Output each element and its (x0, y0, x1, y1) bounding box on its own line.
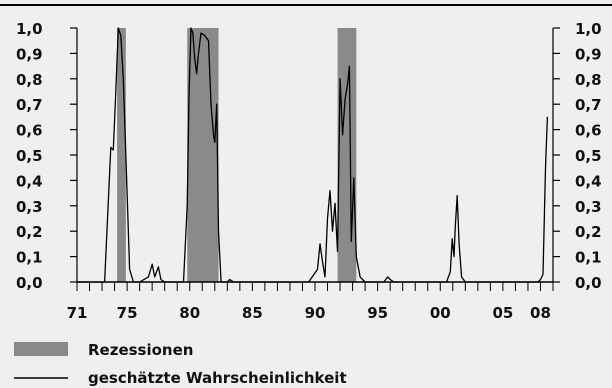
y-tick-label-right: 0,5 (575, 147, 602, 165)
x-tick-label: 80 (179, 304, 200, 322)
x-axis-ticks: 71 75 80 85 90 95 00 05 08 (67, 282, 554, 322)
probability-series (77, 27, 549, 283)
y-tick-label-left: 0,3 (16, 198, 43, 216)
y-tick-label-left: 0,6 (16, 122, 43, 140)
x-tick-label: 75 (117, 304, 138, 322)
series-line-0 (77, 27, 549, 283)
recession-band-2 (337, 28, 357, 282)
y-tick-label-left: 0,8 (16, 71, 43, 89)
legend: Rezessionen geschätzte Wahrscheinlichkei… (14, 341, 347, 387)
y-tick-label-left: 0,2 (16, 223, 43, 241)
x-tick-label: 90 (305, 304, 326, 322)
y-tick-label-left: 0,9 (16, 45, 43, 63)
y-axis-ticks: 0,0 0,0 0,1 0,1 0,2 0,2 0,3 0,3 0,4 0,4 0,5 0,5 0,6 0… (16, 20, 602, 292)
legend-label-probability: geschätzte Wahrscheinlichkeit (88, 369, 347, 387)
y-tick-label-left: 1,0 (16, 20, 43, 38)
y-tick-label-left: 0,0 (16, 274, 43, 292)
x-tick-label: 08 (530, 304, 551, 322)
y-tick-label-right: 0,8 (575, 71, 602, 89)
y-tick-label-left: 0,7 (16, 96, 43, 114)
x-tick-label: 05 (492, 304, 513, 322)
x-tick-label: 00 (430, 304, 451, 322)
recession-bands (117, 28, 357, 282)
y-tick-label-left: 0,4 (16, 172, 43, 190)
y-tick-label-right: 0,9 (575, 45, 602, 63)
y-tick-label-right: 1,0 (575, 20, 602, 38)
recession-band-0 (117, 28, 126, 282)
x-tick-label: 71 (67, 304, 88, 322)
legend-label-recessions: Rezessionen (88, 341, 193, 359)
x-tick-label: 85 (242, 304, 263, 322)
legend-swatch-recessions (14, 342, 68, 356)
y-tick-label-right: 0,4 (575, 172, 602, 190)
y-tick-label-right: 0,3 (575, 198, 602, 216)
y-tick-label-right: 0,7 (575, 96, 602, 114)
y-tick-label-left: 0,5 (16, 147, 43, 165)
x-tick-label: 95 (367, 304, 388, 322)
y-tick-label-left: 0,1 (16, 249, 43, 267)
y-tick-label-right: 0,0 (575, 274, 602, 292)
y-tick-label-right: 0,6 (575, 122, 602, 140)
y-tick-label-right: 0,1 (575, 249, 602, 267)
recession-band-1 (187, 28, 219, 282)
y-tick-label-right: 0,2 (575, 223, 602, 241)
